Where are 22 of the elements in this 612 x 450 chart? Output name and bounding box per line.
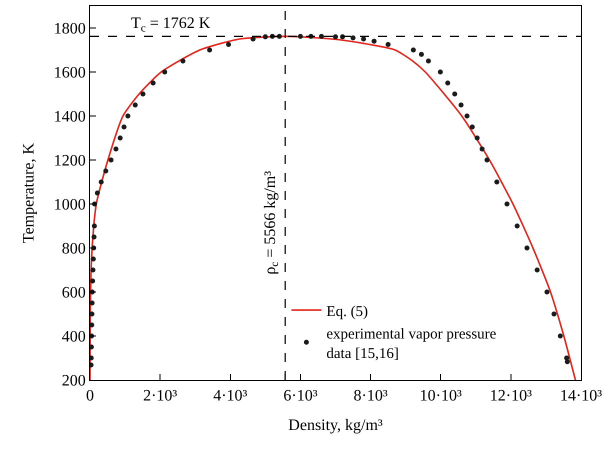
x-tick-label: 0 — [86, 387, 94, 404]
y-tick-label: 1000 — [54, 196, 86, 214]
y-axis-title: Temperature, K — [20, 142, 38, 244]
y-tick-label: 1200 — [54, 152, 86, 170]
y-tick-label: 800 — [62, 240, 86, 258]
legend-label: experimental vapor pressure data [15,16] — [326, 326, 497, 362]
x-tick-label: 4·10³ — [213, 387, 248, 404]
y-tick-label: 1600 — [54, 64, 86, 82]
legend-label: Eq. (5) — [326, 304, 368, 320]
y-tick-label: 200 — [62, 372, 86, 390]
x-tick-label: 2·10³ — [143, 387, 178, 404]
x-tick-label: 8·10³ — [354, 387, 388, 404]
x-tick-label: 6·10³ — [283, 387, 318, 404]
x-tick-label: 12·10³ — [490, 387, 532, 404]
y-tick-label: 400 — [62, 328, 86, 346]
x-axis-title: Density, kg/m³ — [288, 417, 383, 434]
ref-line-label: T$_{c}$ = 1762 K — [131, 15, 211, 34]
y-tick-label: 600 — [62, 284, 86, 302]
y-tick-label: 1400 — [54, 108, 86, 126]
y-tick-label: 1800 — [54, 20, 86, 38]
x-tick-label: 10·10³ — [420, 387, 462, 404]
x-tick-label: 14·10³ — [560, 387, 602, 404]
